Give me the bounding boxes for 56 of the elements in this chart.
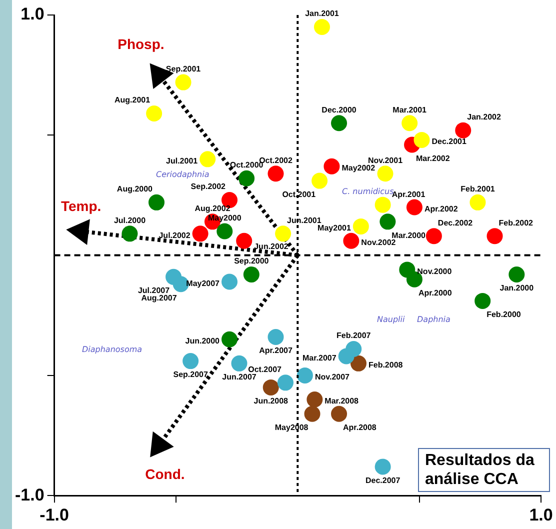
annotation: C. numidicus: [342, 187, 394, 196]
data-label: Mar.2001: [392, 105, 428, 114]
data-label: Nov.2001: [368, 156, 404, 165]
data-label: Nov.2007: [314, 372, 350, 382]
data-label: Jul.2000: [114, 216, 146, 225]
data-label: Jan.2001: [305, 9, 340, 18]
data-label: Phosp.: [118, 36, 164, 52]
data-label: Apr.2001: [392, 190, 426, 200]
data-label: Apr.2007: [259, 346, 293, 356]
data-label: Feb.2007: [336, 331, 372, 340]
annotation: Ceriodaphnia: [156, 170, 210, 179]
data-label: Aug.2001: [114, 96, 151, 105]
data-label: Jun.2007: [222, 372, 257, 382]
data-label: Sep.2007: [173, 370, 208, 380]
data-label: Aug.2002: [194, 204, 231, 213]
data-label: Aug.2007: [141, 293, 178, 302]
data-label: Jul.2002: [158, 230, 191, 240]
data-label: Aug.2000: [116, 184, 154, 194]
data-label: Jun.2001: [287, 216, 322, 225]
data-label: May2008: [274, 423, 309, 432]
data-label: Mar.2000: [392, 230, 426, 240]
data-label: May2002: [342, 164, 376, 173]
data-label: Feb.2000: [486, 310, 522, 320]
data-label: Nov.2002: [361, 238, 396, 248]
data-label: Jun.2000: [185, 336, 220, 346]
caption-box: Resultados da análise CCA: [418, 448, 550, 492]
data-label: Dec.2002: [438, 218, 474, 228]
annotation: Nauplii: [377, 315, 405, 324]
data-label: Mar.2002: [416, 154, 450, 163]
data-label: Sep.2002: [190, 182, 226, 192]
data-label: Temp.: [60, 198, 102, 214]
data-label: Feb.2008: [368, 360, 404, 370]
data-label: Feb.2001: [460, 184, 496, 194]
data-label: Sep.2000: [234, 256, 270, 266]
data-label: Apr.2002: [424, 204, 458, 214]
data-label: Jun.2008: [254, 396, 289, 406]
data-label: Jan.2000: [500, 284, 534, 293]
data-label: Jul.2007: [138, 286, 170, 296]
data-label: Jan.2002: [467, 112, 502, 122]
data-label: Dec.2000: [322, 105, 357, 114]
data-label: Feb.2002: [498, 218, 534, 228]
data-label: Cond.: [145, 466, 185, 482]
data-label: May2001: [318, 224, 352, 233]
data-label: Mar.2008: [324, 396, 360, 406]
annotation: Daphnia: [417, 315, 450, 324]
data-label: Dec.2007: [365, 476, 401, 485]
data-label: Oct.2001: [282, 190, 316, 200]
data-label: Oct.2007: [248, 364, 282, 374]
data-label: Jul.2001: [166, 156, 198, 166]
data-label: Apr.2000: [418, 288, 452, 298]
data-label: Dec.2001: [432, 137, 468, 146]
annotation: Diaphanosoma: [82, 345, 142, 354]
data-label: Nov.2000: [417, 266, 452, 276]
data-label: Jun.2002: [254, 242, 289, 252]
data-label: Mar.2007: [302, 353, 337, 362]
data-label: Apr.2008: [343, 423, 377, 432]
